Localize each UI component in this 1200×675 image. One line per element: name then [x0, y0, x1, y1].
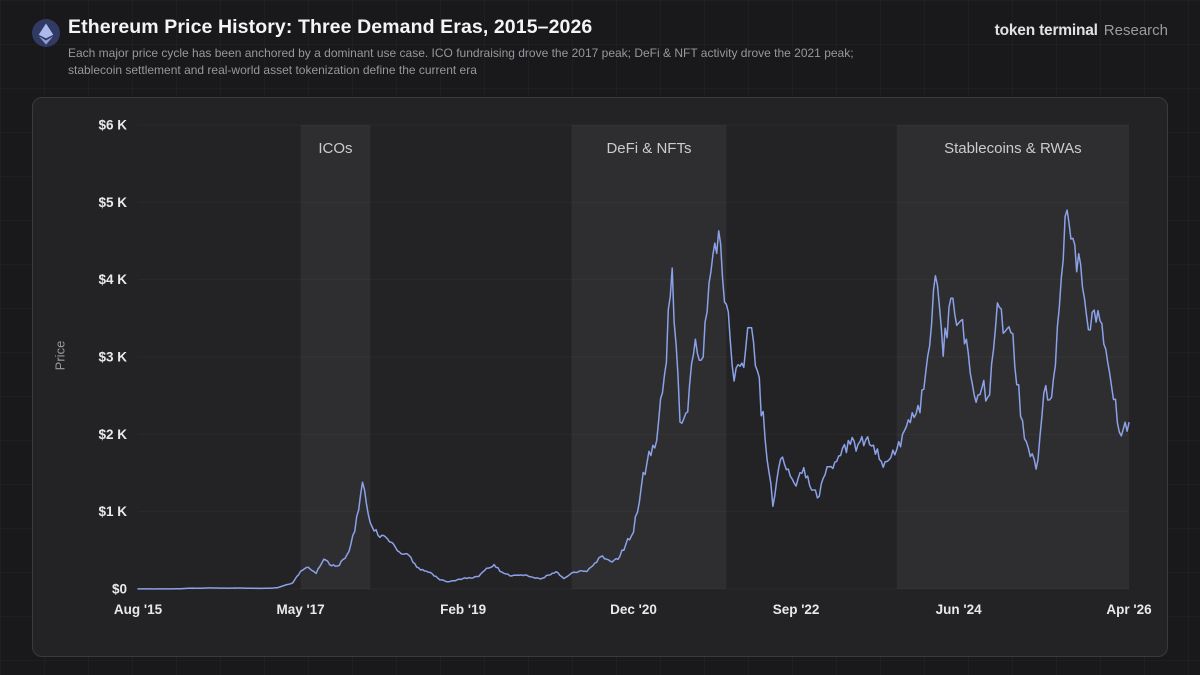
header: Ethereum Price History: Three Demand Era… [32, 16, 1168, 86]
page-title: Ethereum Price History: Three Demand Era… [68, 16, 593, 38]
x-axis-tick: Aug '15 [114, 602, 163, 617]
x-axis-tick: May '17 [276, 602, 324, 617]
x-axis-tick: Sep '22 [773, 602, 820, 617]
y-axis-tick: $4 K [98, 272, 127, 287]
x-axis-tick: Feb '19 [440, 602, 486, 617]
y-axis-tick: $3 K [98, 350, 127, 365]
x-axis-tick: Apr '26 [1106, 602, 1152, 617]
brand-logo: token terminal Research [995, 22, 1168, 40]
era-band [571, 125, 727, 589]
y-axis-tick: $6 K [98, 118, 127, 133]
price-line [137, 209, 1130, 590]
era-band [896, 125, 1129, 589]
ethereum-glyph [38, 23, 54, 45]
page-subtitle: Each major price cycle has been anchored… [68, 46, 854, 77]
ethereum-logo-icon [32, 19, 60, 47]
era-label: DeFi & NFTs [606, 140, 691, 157]
y-axis-tick: $2 K [98, 427, 127, 442]
x-axis-tick: Jun '24 [936, 602, 982, 617]
era-label: Stablecoins & RWAs [944, 140, 1082, 157]
y-axis-tick: $5 K [98, 195, 127, 210]
price-chart: ICOs DeFi & NFTs Stablecoins & RWAs $0 $1 K $… [98, 118, 1152, 618]
y-axis-tick: $0 [112, 582, 127, 597]
era-label: ICOs [318, 140, 352, 157]
chart-card: Price ICOs DeFi & NFTs Stablecoins & RWAs $… [32, 97, 1168, 657]
header-text: Ethereum Price History: Three Demand Era… [68, 16, 1168, 79]
brand-suffix: Research [1103, 22, 1168, 39]
y-axis-tick: $1 K [98, 504, 127, 519]
brand-name: token terminal [994, 22, 1098, 39]
x-axis-tick: Dec '20 [610, 602, 657, 617]
